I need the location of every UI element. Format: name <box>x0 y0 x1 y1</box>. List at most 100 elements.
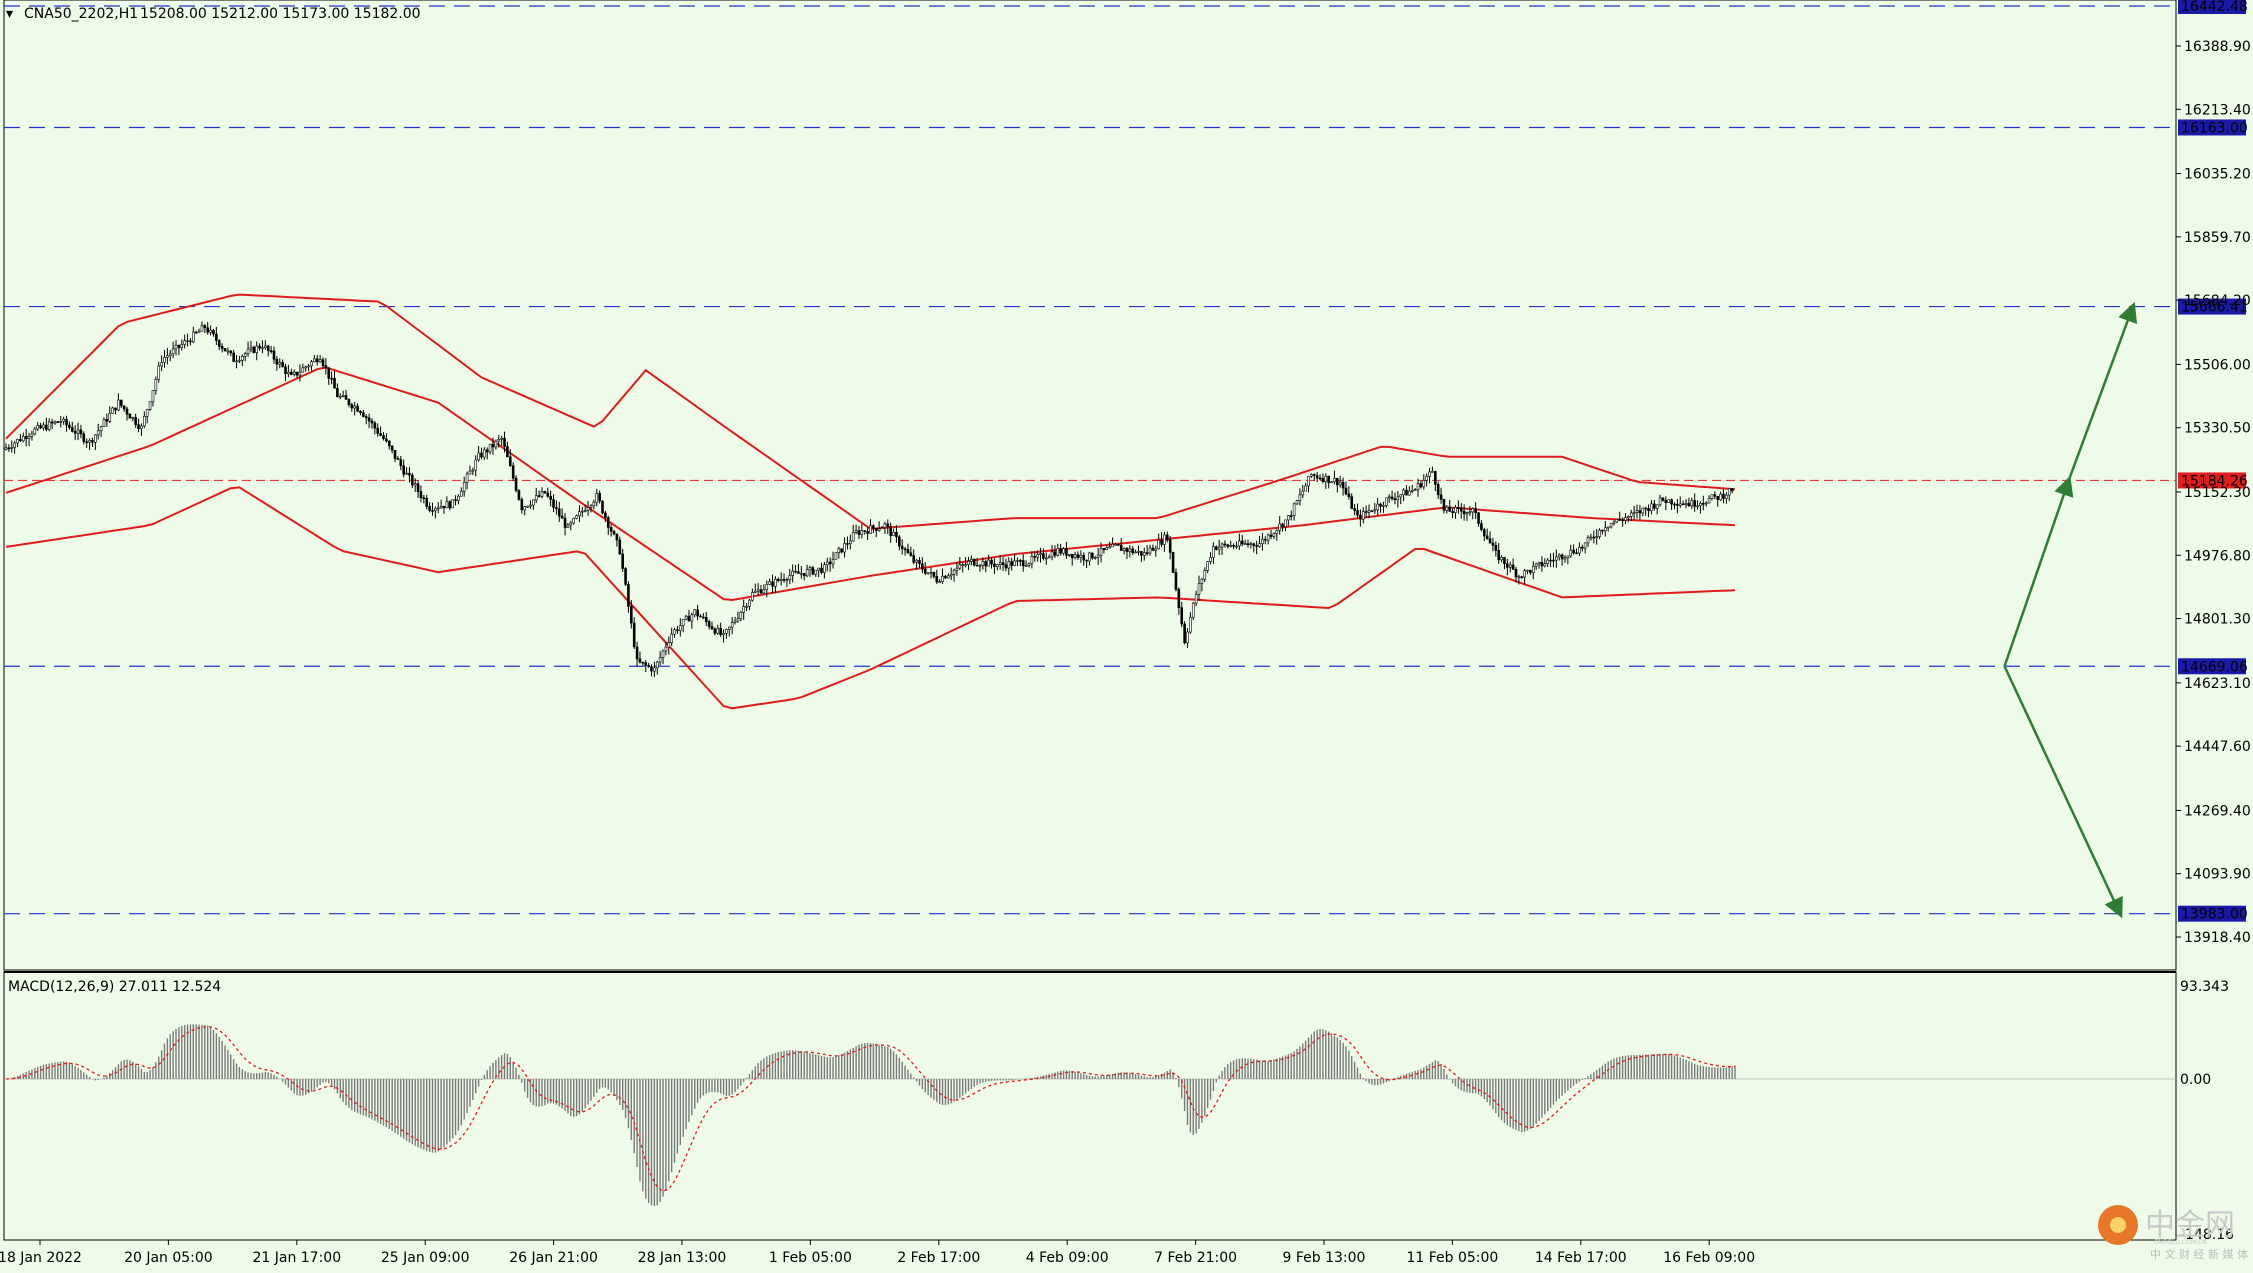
time-tick-label: 20 Jan 05:00 <box>124 1250 213 1266</box>
candle-body <box>272 350 276 360</box>
candle-body <box>1327 475 1330 483</box>
candle-body <box>1465 512 1469 515</box>
candle-body <box>1145 552 1149 554</box>
candle-body <box>1494 545 1498 551</box>
candle-body <box>151 389 155 403</box>
time-tick-label: 18 Jan 2022 <box>0 1250 82 1266</box>
candle-body <box>85 441 88 444</box>
candle-body <box>1382 505 1385 507</box>
candle-body <box>402 465 405 475</box>
candle-body <box>171 348 175 355</box>
candle-body <box>1085 559 1088 562</box>
price-tick-label: 14447.60 <box>2184 739 2251 755</box>
candle-body <box>503 437 506 447</box>
candle-body <box>243 353 247 357</box>
candle-body <box>1261 538 1264 545</box>
candle-body <box>995 564 999 567</box>
candle-body <box>1670 499 1673 505</box>
candle-body <box>690 614 694 622</box>
candle-body <box>840 548 843 553</box>
candle-body <box>1459 507 1463 512</box>
candle-body <box>30 433 34 437</box>
candle-body <box>1240 540 1244 545</box>
candle-body <box>779 579 783 581</box>
candle-body <box>1119 545 1123 551</box>
candle-body <box>215 333 218 341</box>
candle-body <box>877 528 881 531</box>
candle-body <box>1402 489 1405 496</box>
candle-body <box>1684 503 1688 505</box>
candle-body <box>13 442 16 448</box>
candle-body <box>1537 561 1541 565</box>
candle-body <box>1566 555 1570 559</box>
candle-body <box>1434 471 1437 485</box>
candle-body <box>157 365 161 380</box>
candle-body <box>800 573 803 575</box>
candle-body <box>240 355 244 361</box>
candle-body <box>249 346 253 350</box>
candle-body <box>42 424 45 429</box>
candle-body <box>177 344 181 348</box>
candle-body <box>1457 507 1460 509</box>
candle-body <box>1635 510 1639 513</box>
candle-body <box>269 350 273 353</box>
candle-body <box>1042 553 1045 559</box>
candle-body <box>186 340 189 343</box>
candle-body <box>1010 561 1014 566</box>
candle-body <box>1468 511 1472 514</box>
candle-body <box>1180 607 1184 625</box>
candle-body <box>540 491 544 497</box>
candle-body <box>1650 503 1653 512</box>
candle-body <box>679 625 682 631</box>
candle-body <box>252 346 256 353</box>
time-tick-label: 4 Feb 09:00 <box>1026 1250 1109 1266</box>
candle-body <box>808 567 812 571</box>
level-label: 15666.41 <box>2181 300 2248 316</box>
candle-body <box>1606 526 1610 529</box>
candle-body <box>632 622 636 648</box>
candle-body <box>1704 502 1708 505</box>
time-tick-label: 26 Jan 21:00 <box>509 1250 598 1266</box>
candle-body <box>174 344 178 350</box>
candle-body <box>197 330 201 333</box>
candle-body <box>56 421 60 423</box>
candle-body <box>235 360 238 363</box>
candle-body <box>1295 500 1299 505</box>
candle-body <box>212 329 215 335</box>
level-badge <box>2178 905 2246 922</box>
candle-body <box>681 618 685 626</box>
candle-body <box>774 578 777 587</box>
candle-body <box>1217 546 1221 550</box>
candle-body <box>1598 529 1601 537</box>
candle-body <box>1425 476 1428 481</box>
candle-body <box>849 540 852 544</box>
candle-body <box>189 340 192 343</box>
candle-body <box>1609 523 1613 528</box>
candle-body <box>1027 563 1031 566</box>
candle-body <box>1451 511 1454 513</box>
candle-body <box>998 562 1002 566</box>
candle-body <box>382 435 385 440</box>
candle-body <box>1333 478 1336 483</box>
candle-body <box>1676 504 1679 506</box>
candle-body <box>16 438 19 444</box>
candle-body <box>1615 518 1619 523</box>
candle-body <box>932 571 936 577</box>
candle-body <box>1344 487 1348 495</box>
candle-body <box>566 524 570 528</box>
candle-body <box>1474 508 1477 514</box>
candle-body <box>1114 543 1117 546</box>
candle-body <box>1350 496 1354 509</box>
candle-body <box>1289 515 1293 517</box>
candle-body <box>886 523 890 527</box>
candle-body <box>537 495 541 497</box>
candle-body <box>716 628 720 634</box>
candle-body <box>483 449 486 458</box>
candle-body <box>1281 523 1284 528</box>
candle-body <box>1168 539 1172 553</box>
candle-body <box>434 508 437 512</box>
symbol-triangle-icon[interactable]: ▾ <box>6 6 13 22</box>
candle-body <box>802 573 806 577</box>
candle-body <box>704 616 708 622</box>
